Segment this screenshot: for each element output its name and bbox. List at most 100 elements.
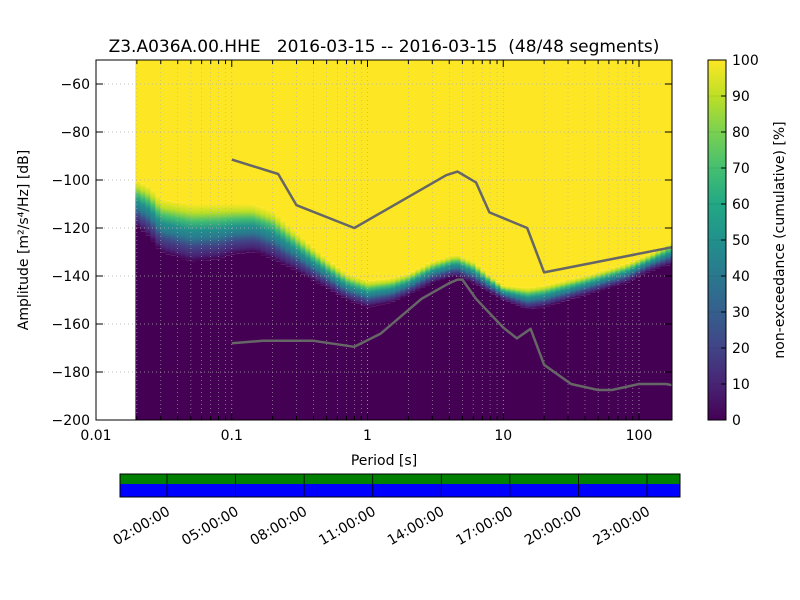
heatmap-column-band: [535, 286, 541, 309]
heatmap-column-band: [230, 204, 236, 255]
y-axis-ticks: −60 −80 −100 −120 −140 −160 −180 −200: [52, 77, 672, 429]
heatmap-column-dark: [300, 274, 306, 420]
heatmap-column-band: [335, 267, 341, 295]
heatmap-column-band: [515, 287, 521, 306]
heatmap-column-dark: [245, 252, 251, 420]
heatmap-column-yellow: [640, 60, 646, 258]
heatmap-column-band: [495, 281, 501, 298]
heatmap-column-dark: [470, 283, 476, 420]
heatmap-column-dark: [415, 290, 421, 420]
heatmap-column-yellow: [580, 60, 586, 277]
heatmap-column-dark: [410, 292, 416, 420]
heatmap-column-band: [260, 207, 266, 256]
heatmap-column-dark: [330, 291, 336, 420]
colorbar-tick-label: 40: [732, 269, 750, 285]
colorbar-tick-label: 90: [732, 89, 750, 105]
heatmap-column-dark: [155, 248, 161, 420]
heatmap-column-yellow: [560, 60, 566, 282]
heatmap-column-band: [420, 266, 426, 288]
heatmap-column-band: [650, 252, 656, 271]
heatmap-column-band: [290, 229, 296, 270]
timeline-tick-label: 23:00:00: [591, 504, 653, 549]
heatmap-column-dark: [370, 306, 376, 420]
heatmap-column-dark: [550, 304, 556, 420]
heatmap-column-yellow: [265, 60, 271, 210]
heatmap-column-yellow: [330, 60, 336, 264]
heatmap-column-yellow: [610, 60, 616, 268]
heatmap-column-dark: [390, 301, 396, 420]
heatmap-column-dark: [140, 231, 146, 420]
heatmap-column-yellow: [240, 60, 246, 204]
heatmap-column-yellow: [420, 60, 426, 267]
heatmap-column-band: [655, 250, 661, 269]
y-tick-label: −160: [52, 317, 90, 333]
heatmap-column-yellow: [605, 60, 611, 270]
heatmap-column-dark: [325, 288, 331, 420]
heatmap-column-band: [390, 277, 396, 302]
heatmap-column-dark: [145, 235, 151, 420]
heatmap-column-band: [670, 242, 672, 264]
heatmap-column-dark: [420, 287, 426, 420]
heatmap-column-yellow: [575, 60, 581, 278]
heatmap-column-dark: [515, 305, 521, 420]
heatmap-column-yellow: [290, 60, 296, 230]
heatmap-column-yellow: [230, 60, 236, 204]
heatmap-column-yellow: [350, 60, 356, 276]
heatmap-column-yellow: [340, 60, 346, 271]
heatmap-column-band: [360, 279, 366, 306]
heatmap-column-band: [540, 285, 546, 308]
heatmap-column-band: [365, 280, 371, 308]
heatmap-column-yellow: [150, 60, 156, 191]
heatmap-column-dark: [165, 254, 171, 420]
heatmap-column-dark: [490, 294, 496, 420]
heatmap-column-band: [605, 269, 611, 289]
ppsd-plot: 0.01 0.1 1 10 100 −60 −80 −100 −120 −140 −160 −180…: [52, 59, 673, 444]
y-tick-label: −60: [60, 77, 90, 93]
heatmap-column-yellow: [425, 60, 431, 264]
heatmap-column-dark: [235, 253, 241, 420]
heatmap-column-yellow: [670, 60, 672, 243]
timeline-tick-label: 17:00:00: [453, 504, 515, 549]
heatmap-column-band: [340, 270, 346, 298]
heatmap-column-dark: [645, 272, 651, 420]
heatmap-column-dark: [335, 294, 341, 420]
heatmap-column-dark: [265, 257, 271, 420]
heatmap-column-band: [185, 203, 191, 261]
heatmap-column-yellow: [260, 60, 266, 208]
heatmap-column-band: [215, 204, 221, 260]
heatmap-column-band: [640, 257, 646, 275]
heatmap-column-band: [615, 266, 621, 286]
heatmap-column-band: [465, 259, 471, 281]
heatmap-column-dark: [305, 277, 311, 420]
heatmap-column-yellow: [530, 60, 536, 288]
heatmap-column-dark: [475, 285, 481, 420]
heatmap-column-yellow: [480, 60, 486, 270]
plot-frame: [95, 59, 673, 421]
heatmap-column-yellow: [310, 60, 316, 248]
heatmap-column-yellow: [190, 60, 196, 204]
heatmap-column-yellow: [405, 60, 411, 274]
heatmap-column-yellow: [180, 60, 186, 203]
heatmap-column-dark: [160, 252, 166, 420]
heatmap-column-dark: [650, 270, 656, 420]
heatmap-column-dark: [260, 255, 266, 420]
heatmap-column-band: [250, 204, 256, 253]
heatmap-column-dark: [580, 295, 586, 420]
heatmap-column-band: [645, 255, 651, 273]
heatmap-column-yellow: [315, 60, 321, 252]
heatmap-column-dark: [430, 283, 436, 420]
heatmap-column-band: [660, 247, 666, 267]
heatmap-column-yellow: [520, 60, 526, 288]
heatmap-column-dark: [195, 260, 201, 420]
heatmap-column-dark: [345, 300, 351, 420]
heatmap-column-dark: [535, 308, 541, 420]
heatmap-column-yellow: [515, 60, 521, 288]
heatmap-column-band: [380, 279, 386, 305]
heatmap-column-yellow: [345, 60, 351, 275]
heatmap-column-dark: [440, 280, 446, 420]
heatmap-column-band: [550, 283, 556, 305]
timeline-band-data-available: [120, 474, 680, 484]
y-tick-label: −100: [52, 173, 90, 189]
heatmap-column-dark: [400, 297, 406, 420]
heatmap-column-yellow: [160, 60, 166, 200]
